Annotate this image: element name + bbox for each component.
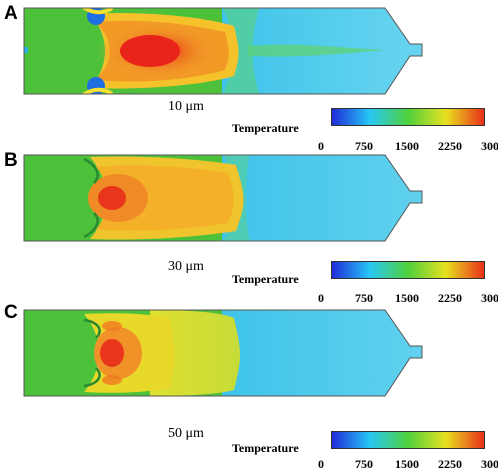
temperature-field-b [23,154,423,242]
colorbar-b [331,261,485,279]
colorbar-tick-a-1: 750 [355,139,373,153]
colorbar-tick-b-0: 0 [318,291,324,305]
colorbar-tick-c-3: 2250 [438,457,462,471]
particle-size-label-b: 30 μm [168,259,204,274]
temperature-field-c [23,309,423,397]
colorbar-tick-c-0: 0 [318,457,324,471]
colorbar-tick-b-1: 750 [355,291,373,305]
panel-letter-b: B [4,150,18,171]
colorbar-a [331,108,485,126]
colorbar-tick-b-3: 2250 [438,291,462,305]
panel-letter-c: C [4,302,18,323]
particle-size-label-a: 10 μm [168,99,204,114]
colorbar-tick-c-1: 750 [355,457,373,471]
panel-letter-a: A [4,3,18,24]
particle-size-label-c: 50 μm [168,426,204,441]
colorbar-title-a: Temperature [232,121,299,135]
temperature-field-a [23,7,423,95]
colorbar-tick-a-3: 2250 [438,139,462,153]
colorbar-title-c: Temperature [232,441,299,455]
colorbar-tick-a-0: 0 [318,139,324,153]
colorbar-title-b: Temperature [232,272,299,286]
colorbar-c [331,431,485,449]
colorbar-tick-c-2: 1500 [395,457,419,471]
colorbar-tick-b-2: 1500 [395,291,419,305]
colorbar-tick-a-2: 1500 [395,139,419,153]
